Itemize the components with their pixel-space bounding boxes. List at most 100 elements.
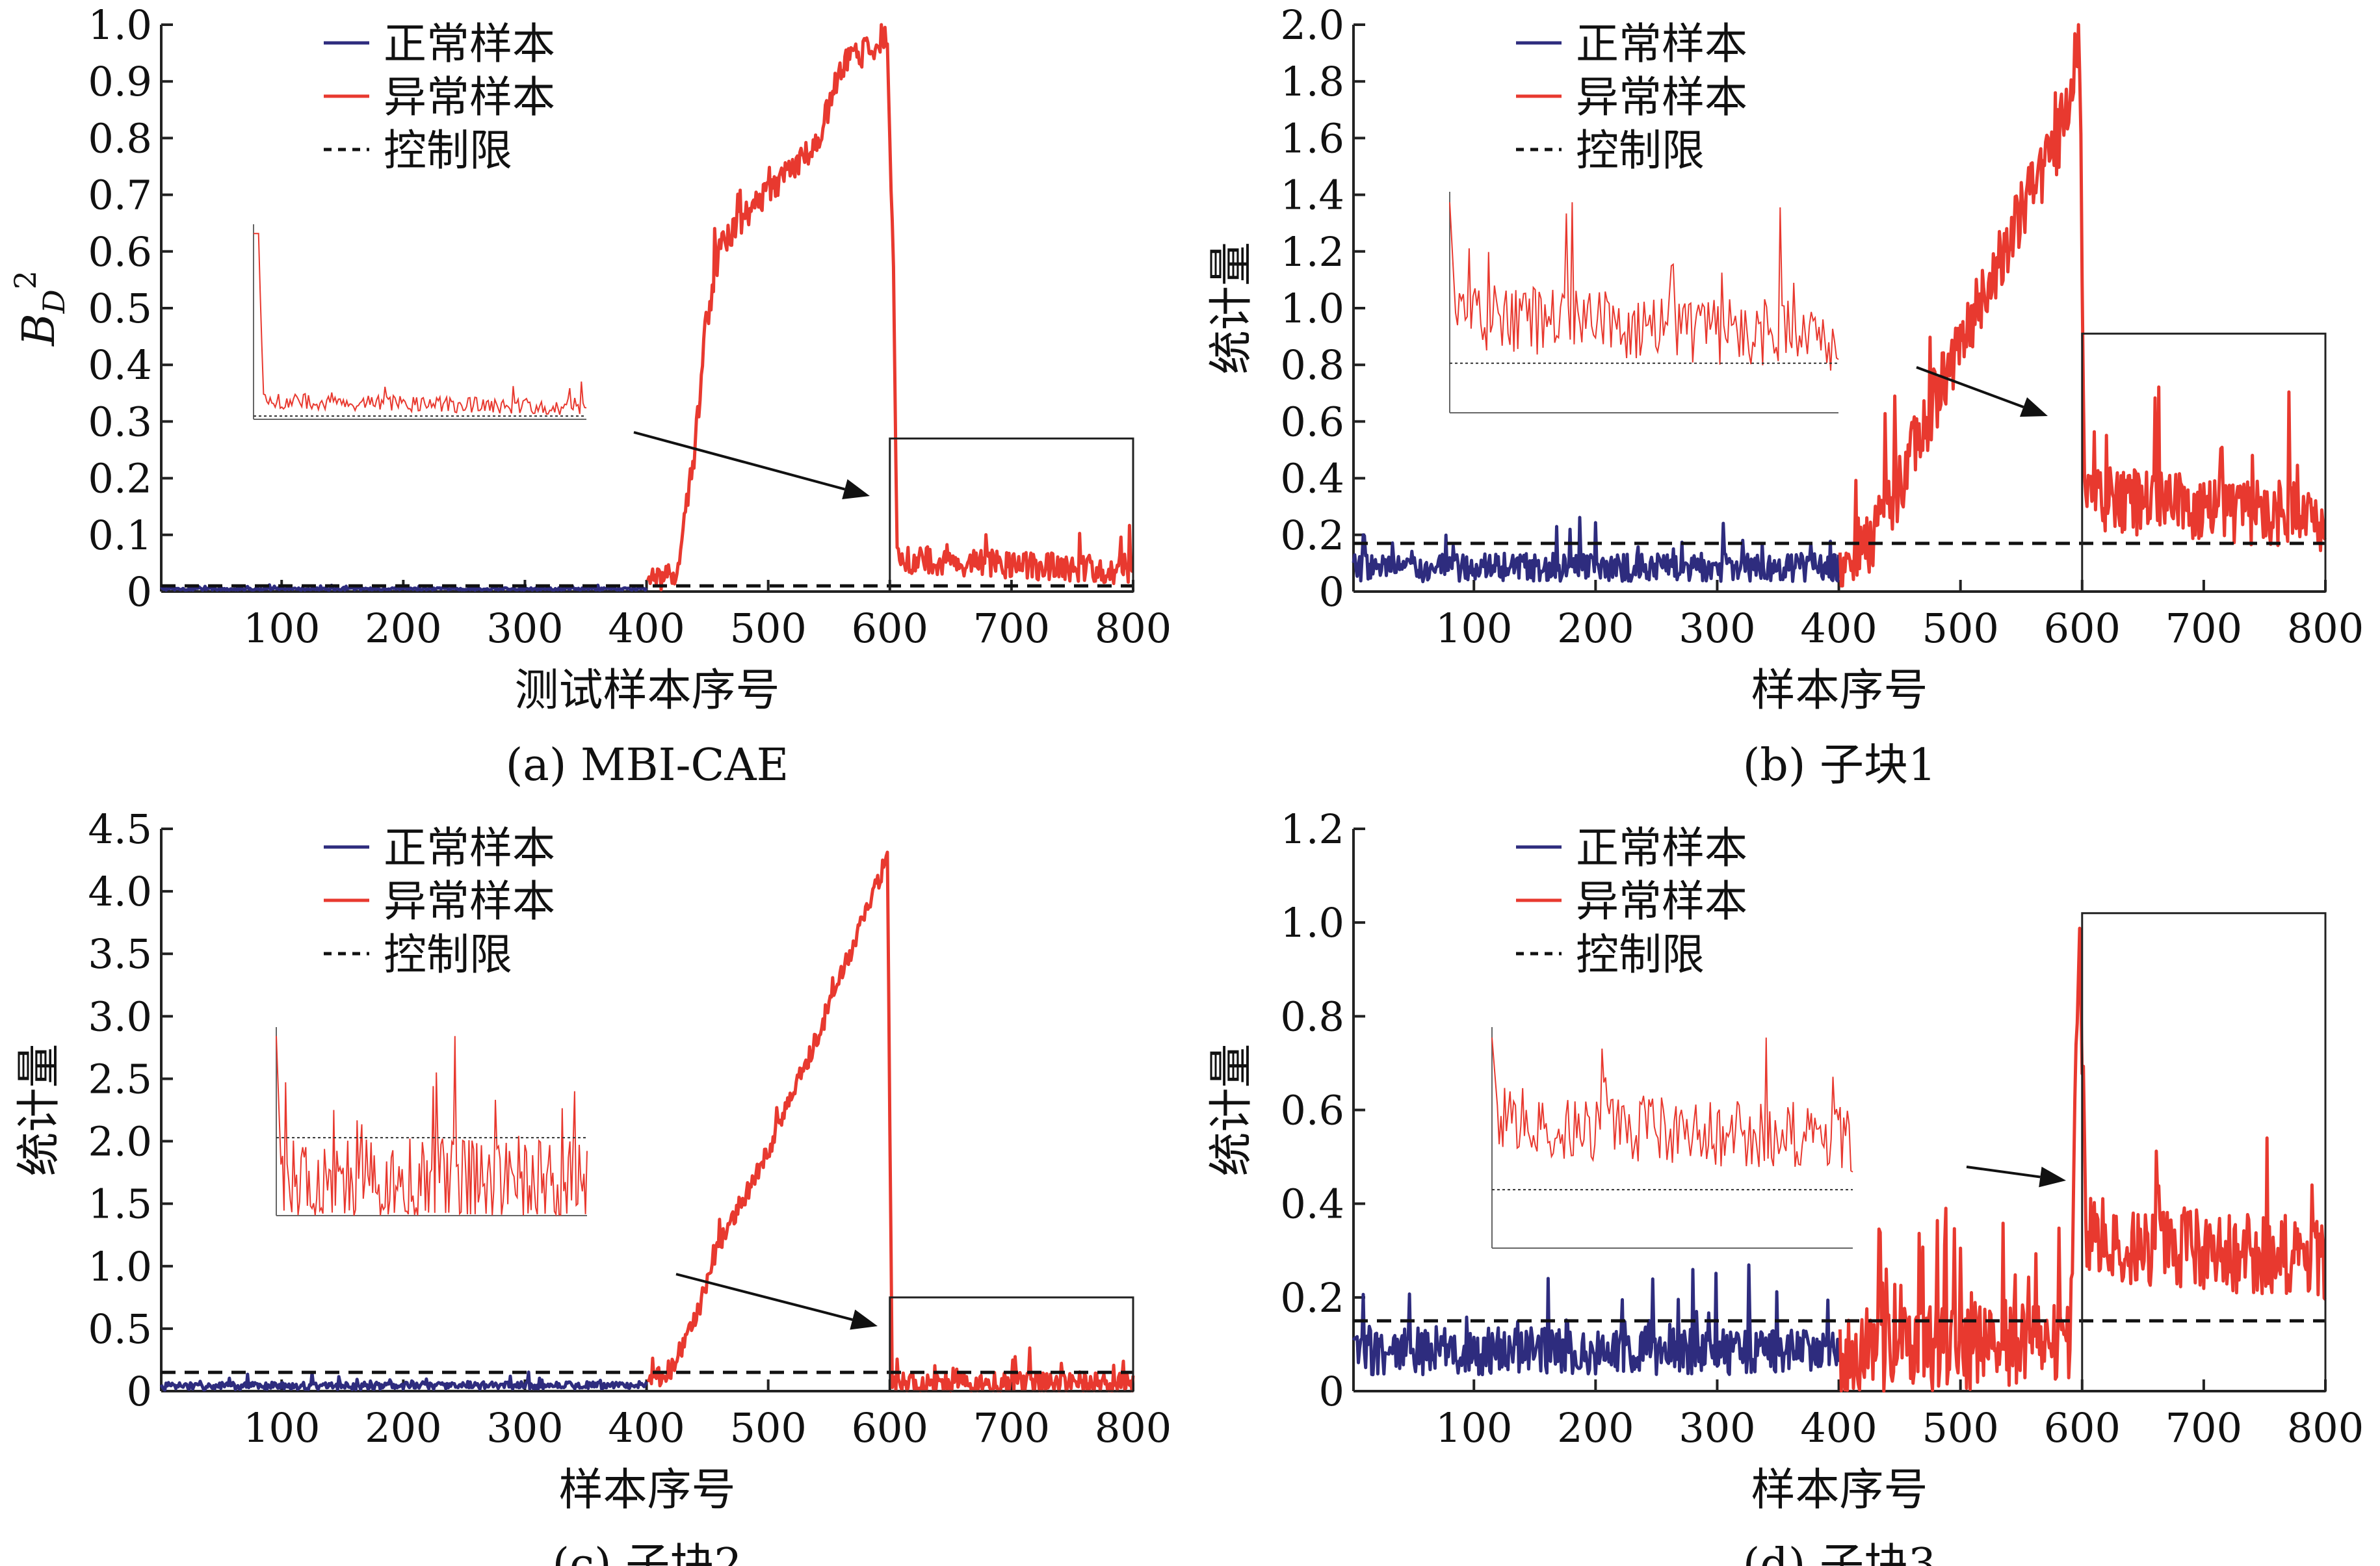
y-tick-label: 1.0 bbox=[88, 1243, 152, 1290]
x-tick-label: 200 bbox=[1557, 1404, 1634, 1452]
legend-label: 异常样本 bbox=[1576, 876, 1747, 926]
x-tick-label: 100 bbox=[1435, 1404, 1512, 1452]
x-tick-label: 300 bbox=[1679, 605, 1755, 652]
series-line-normal bbox=[160, 583, 648, 592]
panel-caption: (c) 子块2 bbox=[552, 1539, 742, 1566]
y-axis-label: 统计量 bbox=[1206, 1043, 1257, 1176]
series-line-abnormal bbox=[646, 850, 1135, 1393]
zoom-box bbox=[2081, 912, 2327, 1392]
y-tick-label: 0.4 bbox=[1280, 1181, 1344, 1228]
x-tick-label: 100 bbox=[1435, 605, 1512, 652]
x-tick-label: 400 bbox=[1800, 1404, 1877, 1452]
legend-label: 控制限 bbox=[1576, 930, 1705, 980]
axes: 0 0.5 1.0 1.5 2.0 2.5 3.0 3.5 4.0 4.5 100 200 300 400… bbox=[88, 805, 1171, 1452]
y-tick-label: 0.3 bbox=[88, 398, 152, 445]
y-tick-label: 4.0 bbox=[88, 868, 152, 915]
series-line-abnormal bbox=[646, 23, 1134, 592]
series-line-normal bbox=[1352, 1263, 1841, 1377]
x-tick-label: 600 bbox=[852, 1404, 928, 1452]
y-tick-label: 4.5 bbox=[88, 805, 152, 853]
x-tick-label: 400 bbox=[608, 605, 685, 652]
legend-label: 正常样本 bbox=[384, 19, 555, 69]
x-tick-label: 700 bbox=[973, 1404, 1050, 1452]
y-tick-label: 1.4 bbox=[1280, 172, 1344, 219]
x-tick-label: 300 bbox=[486, 1404, 563, 1452]
x-axis-label: 样本序号 bbox=[558, 1465, 735, 1516]
y-tick-label: 1.6 bbox=[1280, 114, 1344, 162]
y-tick-label: 0.7 bbox=[88, 172, 152, 219]
x-tick-label: 800 bbox=[2287, 605, 2364, 652]
arrow-line bbox=[633, 431, 845, 491]
y-tick-label: 1.0 bbox=[1280, 285, 1344, 332]
y-tick-label: 2.0 bbox=[88, 1118, 152, 1166]
y-tick-label: 0.2 bbox=[1280, 1274, 1344, 1322]
y-tick-label: 0.9 bbox=[88, 58, 152, 105]
chart-panel-a: 0 0.1 0.2 0.3 0.4 0.5 0.6 0.7 0.8 0.9 1.0 100 200 300… bbox=[8, 1, 1171, 791]
y-tick-label: 0.6 bbox=[1280, 1087, 1344, 1134]
y-tick-label: 0.6 bbox=[88, 228, 152, 276]
panel-caption: (b) 子块1 bbox=[1743, 740, 1936, 791]
x-tick-label: 700 bbox=[2165, 1404, 2242, 1452]
y-axis-label: 统计量 bbox=[14, 1043, 65, 1176]
chart-panel-b: 0 0.2 0.4 0.6 0.8 1.0 1.2 1.4 1.6 1.8 2.0 100 200 300… bbox=[1206, 1, 2364, 791]
legend-label: 异常样本 bbox=[384, 72, 555, 122]
legend-label: 正常样本 bbox=[1576, 823, 1747, 873]
axes: 0 0.2 0.4 0.6 0.8 1.0 1.2 1.4 1.6 1.8 2.0 100 200 300… bbox=[1280, 1, 2364, 652]
series-line-normal bbox=[1352, 515, 1841, 584]
y-tick-label: 0 bbox=[127, 568, 152, 616]
y-axis-label-main: B bbox=[14, 313, 65, 347]
panel-caption: (d) 子块3 bbox=[1743, 1539, 1936, 1566]
y-tick-label: 1.2 bbox=[1280, 228, 1344, 276]
x-tick-label: 100 bbox=[243, 1404, 320, 1452]
inset-series-line bbox=[1449, 202, 1839, 371]
y-tick-label: 1.0 bbox=[1280, 899, 1344, 946]
x-axis-label: 测试样本序号 bbox=[514, 665, 779, 716]
x-tick-label: 400 bbox=[1800, 605, 1877, 652]
y-tick-label: 0.8 bbox=[1280, 341, 1344, 389]
y-tick-label: 0 bbox=[127, 1368, 152, 1415]
legend-label: 控制限 bbox=[384, 930, 512, 980]
y-tick-label: 0.6 bbox=[1280, 398, 1344, 445]
arrow-line bbox=[1916, 366, 2024, 408]
zoom-box bbox=[889, 1296, 1134, 1392]
zoom-box bbox=[2081, 332, 2327, 593]
y-tick-label: 1.8 bbox=[1280, 58, 1344, 105]
y-tick-label: 3.0 bbox=[88, 993, 152, 1040]
y-tick-label: 0.8 bbox=[1280, 993, 1344, 1040]
x-tick-label: 300 bbox=[486, 605, 563, 652]
y-tick-label: 0.5 bbox=[88, 285, 152, 332]
arrow-line bbox=[1966, 1166, 2041, 1179]
x-tick-label: 800 bbox=[1095, 1404, 1171, 1452]
arrow-line bbox=[675, 1273, 853, 1321]
arrow-head bbox=[2039, 1166, 2066, 1188]
y-tick-label: 1.5 bbox=[88, 1181, 152, 1228]
x-tick-label: 800 bbox=[1095, 605, 1171, 652]
x-tick-label: 500 bbox=[1922, 605, 1999, 652]
x-tick-label: 200 bbox=[365, 605, 441, 652]
y-tick-label: 3.5 bbox=[88, 930, 152, 978]
legend-label: 异常样本 bbox=[384, 876, 555, 926]
y-tick-label: 1.0 bbox=[88, 1, 152, 49]
x-tick-label: 200 bbox=[1557, 605, 1634, 652]
y-tick-label: 0.2 bbox=[1280, 512, 1344, 559]
y-axis-label-sub: D bbox=[36, 289, 72, 314]
x-tick-label: 800 bbox=[2287, 1404, 2364, 1452]
y-tick-label: 0.8 bbox=[88, 114, 152, 162]
y-tick-label: 0 bbox=[1319, 568, 1344, 616]
y-tick-label: 0.4 bbox=[1280, 455, 1344, 502]
panel-caption: (a) MBI-CAE bbox=[506, 740, 789, 791]
zoom-box bbox=[889, 437, 1134, 593]
y-axis-label-sup: 2 bbox=[8, 270, 43, 289]
inset bbox=[1449, 192, 1839, 413]
inset bbox=[276, 1027, 588, 1217]
y-tick-label: 2.5 bbox=[88, 1055, 152, 1103]
inset-series-line bbox=[1491, 1037, 1853, 1173]
chart-panel-c: 0 0.5 1.0 1.5 2.0 2.5 3.0 3.5 4.0 4.5 100 200 300 400… bbox=[14, 805, 1171, 1566]
y-axis-label: 统计量 bbox=[1206, 242, 1257, 374]
x-tick-label: 700 bbox=[2165, 605, 2242, 652]
inset-series-line bbox=[254, 233, 587, 415]
